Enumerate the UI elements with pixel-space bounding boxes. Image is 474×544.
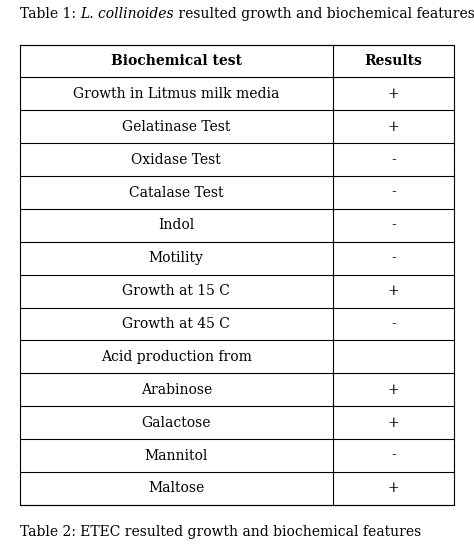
Text: Biochemical test: Biochemical test [111, 54, 242, 68]
Text: -: - [391, 448, 396, 462]
Text: Table 2: ETEC resulted growth and biochemical features: Table 2: ETEC resulted growth and bioche… [20, 525, 421, 539]
Text: +: + [387, 120, 399, 134]
Text: +: + [387, 416, 399, 430]
Text: Indol: Indol [158, 218, 194, 232]
Text: Growth at 15 C: Growth at 15 C [122, 284, 230, 298]
Text: +: + [387, 284, 399, 298]
Text: resulted growth and biochemical features: resulted growth and biochemical features [174, 7, 474, 21]
Text: Maltose: Maltose [148, 481, 204, 496]
Text: +: + [387, 481, 399, 496]
Text: -: - [391, 186, 396, 200]
Text: +: + [387, 383, 399, 397]
Text: Growth at 45 C: Growth at 45 C [122, 317, 230, 331]
Text: Galactose: Galactose [141, 416, 211, 430]
Text: Catalase Test: Catalase Test [129, 186, 223, 200]
Text: Mannitol: Mannitol [145, 448, 208, 462]
Text: Arabinose: Arabinose [141, 383, 212, 397]
Text: Acid production from: Acid production from [101, 350, 252, 364]
Text: L. collinoides: L. collinoides [80, 7, 174, 21]
Text: Motility: Motility [149, 251, 204, 265]
Text: Growth in Litmus milk media: Growth in Litmus milk media [73, 87, 279, 101]
Text: -: - [391, 153, 396, 166]
Text: Results: Results [365, 54, 422, 68]
Text: +: + [387, 87, 399, 101]
Text: Oxidase Test: Oxidase Test [131, 153, 221, 166]
Text: -: - [391, 251, 396, 265]
Text: Gelatinase Test: Gelatinase Test [122, 120, 230, 134]
Text: -: - [391, 218, 396, 232]
Text: -: - [391, 317, 396, 331]
Text: Table 1:: Table 1: [20, 7, 80, 21]
